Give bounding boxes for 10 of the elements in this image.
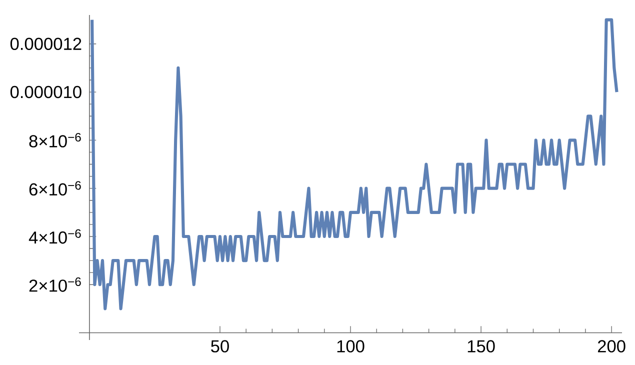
x-tick-label: 150 — [468, 340, 495, 352]
x-tick-label: 200 — [598, 340, 626, 352]
y-tick-label: 4×10$^{−6}$ — [28, 229, 81, 244]
x-tick-label: 100 — [337, 340, 364, 352]
y-tick-label: 8×10$^{−6}$ — [29, 132, 81, 148]
y-tick-label: 0.000012 — [10, 38, 82, 50]
y-tick-label: 6×10$^{−6}$ — [29, 181, 81, 196]
y-tick-label: 0.000010 — [10, 86, 82, 98]
y-tick-label: 2×10$^{−6}$ — [29, 277, 81, 292]
x-tick-label: 50 — [211, 340, 229, 352]
